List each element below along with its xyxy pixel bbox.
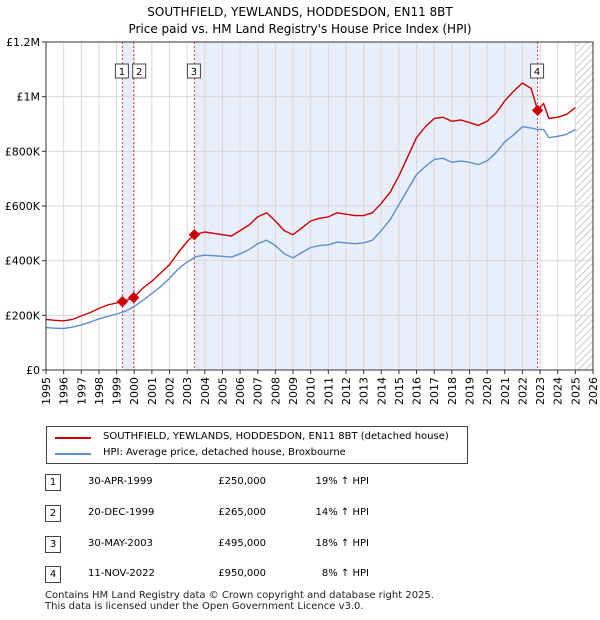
sale-label-box xyxy=(132,63,147,79)
transaction-price: £950,000 xyxy=(218,568,266,579)
x-tick-label: 2015 xyxy=(393,377,406,405)
x-tick-label: 2021 xyxy=(499,377,512,405)
chart-title: SOUTHFIELD, YEWLANDS, HODDESDON, EN11 8B… xyxy=(147,5,453,19)
transaction-number: 4 xyxy=(45,566,61,583)
sale-label-box xyxy=(114,63,129,79)
sale-point xyxy=(128,291,140,304)
transaction-hpi: 19% ↑ HPI xyxy=(315,476,369,487)
sale-label: 2 xyxy=(136,67,142,78)
sale-label-box xyxy=(530,63,545,79)
x-tick-label: 2022 xyxy=(516,377,529,405)
chart-subtitle: Price paid vs. HM Land Registry's House … xyxy=(128,22,471,36)
x-tick-label: 2016 xyxy=(411,377,424,405)
transaction-date: 11-NOV-2022 xyxy=(88,568,155,579)
legend: SOUTHFIELD, YEWLANDS, HODDESDON, EN11 8B… xyxy=(46,426,468,464)
x-tick-label: 1999 xyxy=(111,377,124,405)
x-tick-label: 2024 xyxy=(552,377,565,405)
x-tick-label: 2005 xyxy=(216,377,229,405)
footer-licence: This data is licensed under the Open Gov… xyxy=(45,601,364,612)
transaction-hpi: 14% ↑ HPI xyxy=(315,507,369,518)
legend-swatch-property xyxy=(55,437,91,439)
sale-point xyxy=(188,229,201,241)
price-chart: SOUTHFIELD, YEWLANDS, HODDESDON, EN11 8B… xyxy=(5,5,600,405)
x-tick-label: 2001 xyxy=(146,377,159,405)
x-tick-label: 2009 xyxy=(287,377,300,405)
legend-swatch-hpi xyxy=(55,453,91,455)
transaction-row: 4 11-NOV-2022 £950,000 8% ↑ HPI xyxy=(0,566,600,584)
x-tick-label: 2006 xyxy=(234,377,247,405)
x-tick-label: 2013 xyxy=(358,377,371,405)
x-tick-label: 2026 xyxy=(587,377,600,405)
transaction-price: £250,000 xyxy=(218,476,266,487)
transaction-hpi: 8% ↑ HPI xyxy=(321,568,369,579)
y-tick-label: £1M xyxy=(17,91,41,104)
x-tick-label: 1995 xyxy=(40,377,53,405)
transaction-hpi: 18% ↑ HPI xyxy=(315,538,369,549)
x-tick-label: 2002 xyxy=(164,377,177,405)
y-tick-label: £0 xyxy=(26,364,40,377)
y-tick-label: £1.2M xyxy=(6,36,40,49)
sale-label-box xyxy=(186,63,201,79)
x-tick-label: 2012 xyxy=(340,377,353,405)
y-tick-label: £600K xyxy=(5,200,41,213)
legend-label-hpi: HPI: Average price, detached house, Brox… xyxy=(103,447,346,458)
sale-label: 1 xyxy=(119,67,125,78)
axes: £0 £200K £400K £600K £800K £1M £1.2M 1995 1996 19… xyxy=(5,36,600,405)
transaction-date: 20-DEC-1999 xyxy=(88,507,155,518)
transaction-date: 30-APR-1999 xyxy=(88,476,153,487)
x-tick-label: 2023 xyxy=(534,377,547,405)
transaction-row: 1 30-APR-1999 £250,000 19% ↑ HPI xyxy=(0,474,600,492)
x-tick-label: 2018 xyxy=(446,377,459,405)
transaction-row: 3 30-MAY-2003 £495,000 18% ↑ HPI xyxy=(0,536,600,554)
y-tick-label: £800K xyxy=(5,145,41,158)
x-tick-label: 2017 xyxy=(428,377,441,405)
transaction-number: 1 xyxy=(45,474,61,491)
transaction-number: 2 xyxy=(45,505,61,522)
transaction-row: 2 20-DEC-1999 £265,000 14% ↑ HPI xyxy=(0,505,600,523)
x-tick-label: 1997 xyxy=(75,377,88,405)
x-tick-label: 2020 xyxy=(481,377,494,405)
x-tick-label: 2008 xyxy=(269,377,282,405)
x-tick-label: 2000 xyxy=(128,377,141,405)
hpi-series-line xyxy=(45,126,576,330)
legend-label-property: SOUTHFIELD, YEWLANDS, HODDESDON, EN11 8B… xyxy=(103,431,449,442)
x-tick-label: 2010 xyxy=(305,377,318,405)
sale-label: 4 xyxy=(534,67,540,78)
x-tick-label: 2007 xyxy=(252,377,265,405)
sale-label: 3 xyxy=(191,67,197,78)
x-tick-label: 1996 xyxy=(58,377,71,405)
transaction-price: £265,000 xyxy=(218,507,266,518)
x-tick-label: 2011 xyxy=(322,377,335,405)
footer-copyright: Contains HM Land Registry data © Crown c… xyxy=(45,590,434,601)
x-tick-label: 2019 xyxy=(463,377,476,405)
x-tick-label: 2014 xyxy=(375,377,388,405)
x-tick-label: 1998 xyxy=(93,377,106,405)
footer: Contains HM Land Registry data © Crown c… xyxy=(45,590,434,612)
x-tick-label: 2004 xyxy=(199,377,212,405)
transaction-date: 30-MAY-2003 xyxy=(88,538,154,549)
x-tick-label: 2025 xyxy=(569,377,582,405)
y-tick-label: £400K xyxy=(5,255,41,268)
transaction-number: 3 xyxy=(45,536,61,553)
transaction-price: £495,000 xyxy=(218,538,266,549)
x-tick-label: 2003 xyxy=(181,377,194,405)
y-tick-label: £200K xyxy=(5,309,41,322)
